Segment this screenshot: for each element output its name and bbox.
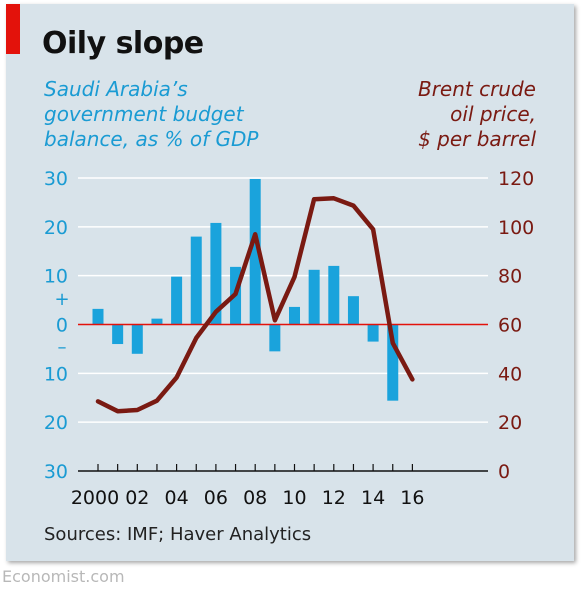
gridlines xyxy=(78,177,488,423)
right-tick-label: 80 xyxy=(498,266,522,288)
budget-bar xyxy=(387,324,399,401)
chart-title: Oily slope xyxy=(42,26,204,61)
budget-bar xyxy=(347,296,359,325)
x-tick-label: 14 xyxy=(361,487,385,509)
right-tick-label: 0 xyxy=(498,461,510,483)
x-tick-label: 2000 xyxy=(71,487,119,509)
left-tick-label: 20 xyxy=(44,217,68,239)
budget-bar xyxy=(269,324,281,352)
budget-bar xyxy=(367,324,379,342)
right-tick-label: 40 xyxy=(498,363,522,385)
budget-bar xyxy=(328,265,340,325)
right-tick-label: 20 xyxy=(498,412,522,434)
right-tick-label: 100 xyxy=(498,217,534,239)
x-tick-label: 08 xyxy=(243,487,267,509)
budget-bar xyxy=(171,276,183,325)
x-tick-label: 04 xyxy=(165,487,189,509)
source-note: Sources: IMF; Haver Analytics xyxy=(44,524,312,545)
bar-series xyxy=(92,178,399,401)
minus-sign-label: – xyxy=(58,337,67,358)
left-tick-label: 10 xyxy=(44,363,68,385)
plus-sign-label: + xyxy=(54,289,69,310)
x-tick-label: 02 xyxy=(125,487,149,509)
left-tick-label: 30 xyxy=(44,168,68,190)
x-tick-label: 12 xyxy=(322,487,346,509)
axes: 2000 02 04 06 08 10 12 14 163020100102030+–12010… xyxy=(44,168,534,509)
x-tick-label: 10 xyxy=(282,487,306,509)
left-tick-label: 10 xyxy=(44,266,68,288)
left-axis-label: Saudi Arabia’s government budget balance… xyxy=(44,77,259,151)
x-tick-label: 06 xyxy=(204,487,228,509)
budget-bar xyxy=(289,306,300,325)
oil-price-line xyxy=(95,196,415,414)
budget-bar xyxy=(210,222,222,325)
brand-tag xyxy=(6,4,20,54)
budget-bar xyxy=(112,324,124,345)
left-tick-label: 30 xyxy=(44,461,68,483)
budget-bar xyxy=(131,324,143,354)
budget-bar xyxy=(190,236,202,325)
right-tick-label: 60 xyxy=(498,315,522,337)
budget-bar xyxy=(308,269,320,325)
x-tick-label: 16 xyxy=(400,487,424,509)
footer-brand: Economist.com xyxy=(2,567,125,586)
oil-price-series xyxy=(95,196,415,414)
right-tick-label: 120 xyxy=(498,168,534,190)
left-tick-label: 0 xyxy=(56,315,68,337)
left-tick-label: 20 xyxy=(44,412,68,434)
budget-bar xyxy=(249,178,261,325)
budget-bar xyxy=(92,308,104,325)
right-axis-label: Brent crude oil price, $ per barrel xyxy=(417,77,536,151)
budget-bar xyxy=(151,318,163,325)
